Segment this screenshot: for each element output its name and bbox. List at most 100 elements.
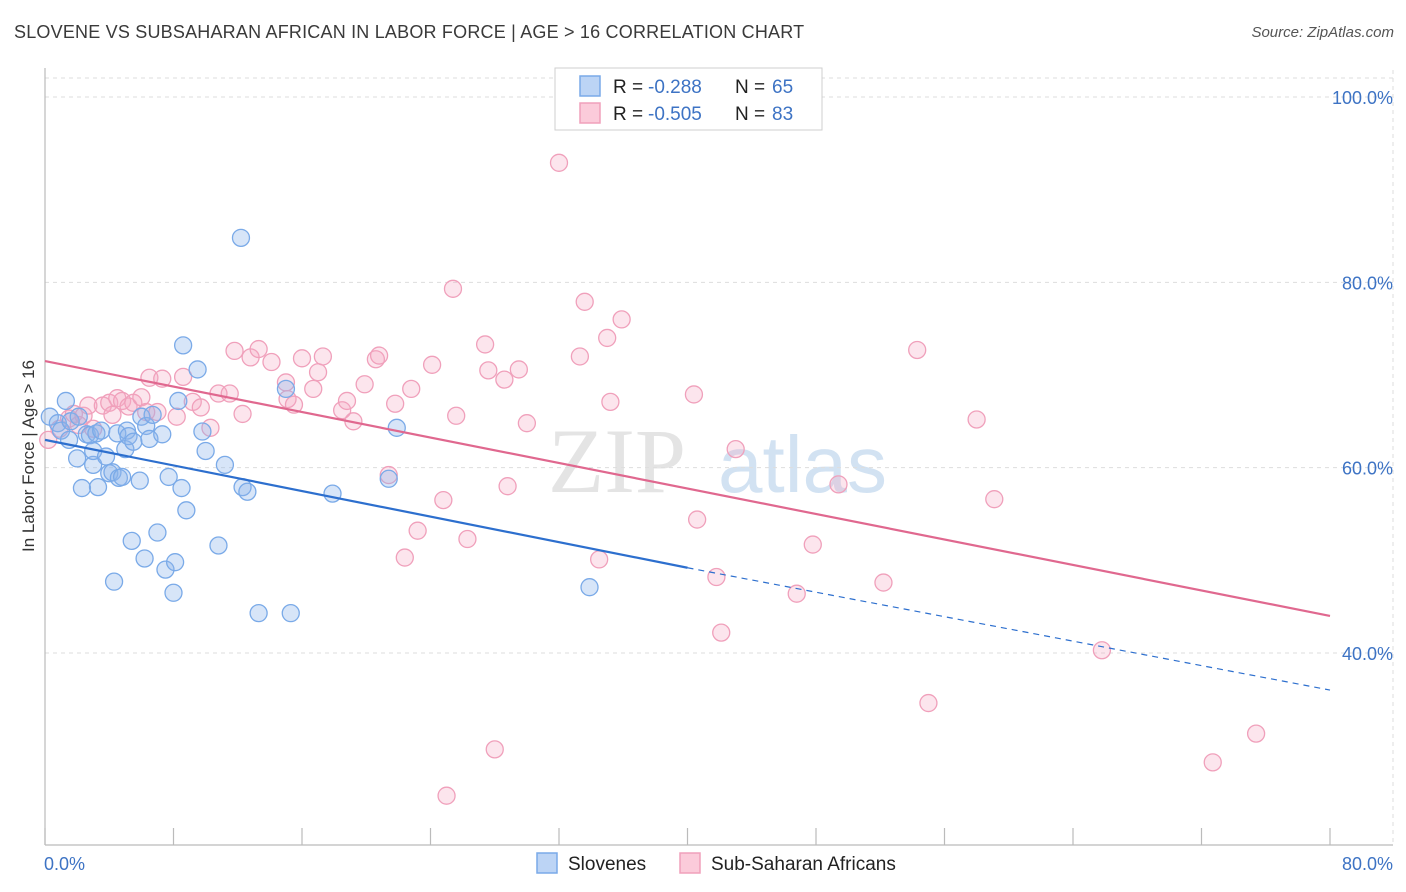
data-points: [39, 153, 1266, 805]
bottom-legend-subsaharan: Sub-Saharan Africans: [711, 854, 896, 875]
slovene-point-46: [196, 441, 215, 461]
subsaharan-point-60: [517, 414, 537, 433]
subsaharan-point-63: [575, 292, 594, 311]
bottom-legend-slovenes: Slovenes: [568, 854, 646, 875]
slovene-point-51: [231, 228, 251, 248]
subsaharan-point-83: [1203, 753, 1222, 772]
subsaharan-point-40: [337, 391, 357, 411]
subsaharan-point-50: [422, 355, 442, 374]
legend-r-label-1: R =: [613, 77, 643, 98]
slovene-point-34: [148, 523, 167, 542]
y-axis-label: In Labor Force | Age > 16: [19, 360, 38, 552]
top-legend: R = -0.288 N = 65 R = -0.505 N = 83: [554, 67, 823, 131]
subsaharan-point-62: [570, 347, 590, 366]
slovene-point-55: [323, 484, 342, 503]
slovene-point-52: [249, 604, 268, 623]
subsaharan-point-54: [458, 529, 477, 549]
subsaharan-point-66: [601, 392, 620, 412]
legend-r-value-1: -0.288: [648, 77, 702, 98]
subsaharan-point-35: [292, 349, 312, 368]
slovene-point-53: [281, 604, 300, 623]
legend-n-label-2: N =: [735, 104, 765, 125]
slovene-point-50: [238, 482, 257, 501]
subsaharan-point-44: [369, 346, 389, 365]
slovene-point-8: [72, 478, 92, 498]
subsaharan-point-73: [787, 584, 806, 603]
watermark-zip: ZIP: [548, 410, 686, 512]
slovene-point-33: [143, 405, 162, 424]
slovene-point-14: [88, 477, 108, 497]
slovene-point-54: [276, 379, 296, 399]
slovene-trend-extension: [687, 567, 1331, 691]
slovene-point-40: [169, 391, 188, 411]
subsaharan-point-72: [726, 439, 745, 459]
watermark-atlas: atlas: [718, 420, 887, 509]
subsaharan-point-20: [167, 407, 186, 426]
subsaharan-point-76: [874, 573, 893, 592]
legend-n-value-2: 83: [772, 104, 793, 125]
slovene-point-57: [387, 418, 406, 437]
slovene-point-25: [119, 427, 138, 446]
subsaharan-point-75: [829, 475, 848, 494]
subsaharan-point-69: [687, 510, 707, 529]
slovene-point-43: [177, 501, 196, 520]
subsaharan-point-80: [985, 490, 1004, 509]
subsaharan-point-67: [612, 310, 631, 329]
slovene-point-41: [172, 478, 191, 498]
slovene-point-38: [164, 583, 183, 602]
slovene-point-35: [153, 425, 172, 444]
slovene-point-29: [132, 407, 151, 426]
legend-r-label-2: R =: [613, 104, 643, 125]
subsaharan-point-61: [549, 153, 569, 172]
subsaharan-point-51: [434, 490, 453, 510]
subsaharan-point-64: [590, 550, 609, 569]
subsaharan-point-31: [262, 352, 281, 372]
slovene-point-58: [580, 578, 599, 597]
x-tick-label-end: 80.0%: [1342, 854, 1393, 874]
slovene-trend-line: [44, 438, 688, 569]
subsaharan-point-36: [304, 379, 323, 399]
subsaharan-point-46: [386, 394, 405, 413]
subsaharan-point-37: [308, 363, 328, 382]
subsaharan-point-78: [919, 693, 938, 713]
subsaharan-point-21: [173, 367, 193, 387]
slovene-point-22: [112, 467, 132, 487]
slovene-point-45: [193, 422, 212, 441]
slovene-point-3: [56, 391, 76, 411]
slovene-point-48: [215, 455, 235, 475]
slovene-point-28: [130, 471, 149, 490]
subsaharan-point-39: [333, 401, 352, 420]
slovene-point-42: [173, 336, 193, 355]
slovene-point-11: [84, 455, 103, 475]
subsaharan-point-42: [355, 375, 374, 394]
subsaharan-point-70: [707, 567, 726, 587]
subsaharan-point-74: [803, 535, 822, 554]
subsaharan-point-77: [908, 340, 927, 360]
subsaharan-trend-line: [44, 360, 1331, 618]
subsaharan-point-27: [225, 341, 244, 361]
subsaharan-point-71: [712, 623, 731, 642]
y-tick-label-1: 80.0%: [1342, 273, 1393, 293]
subsaharan-point-23: [191, 398, 210, 417]
chart-title: SLOVENE VS SUBSAHARAN AFRICAN IN LABOR F…: [14, 22, 805, 42]
subsaharan-point-30: [249, 339, 268, 359]
subsaharan-point-68: [684, 385, 704, 404]
legend-n-label-1: N =: [735, 77, 765, 98]
subsaharan-point-28: [233, 404, 252, 424]
axes: [44, 68, 1393, 846]
source-label: Source: ZipAtlas.com: [1251, 24, 1394, 41]
tick-labels: 100.0% 80.0% 60.0% 40.0% 0.0% 80.0%: [44, 88, 1393, 874]
slovene-point-37: [159, 467, 178, 487]
slovene-point-19: [104, 572, 124, 591]
slovene-point-47: [209, 536, 228, 555]
subsaharan-point-56: [479, 361, 498, 380]
subsaharan-point-79: [967, 410, 986, 429]
legend-r-value-2: -0.505: [648, 104, 702, 125]
bottom-legend-swatch-subsaharan: [679, 852, 701, 874]
subsaharan-point-53: [447, 406, 466, 425]
slovene-point-15: [92, 421, 111, 440]
subsaharan-point-38: [313, 347, 333, 366]
slovene-point-6: [67, 449, 87, 468]
slovene-point-27: [124, 432, 143, 451]
